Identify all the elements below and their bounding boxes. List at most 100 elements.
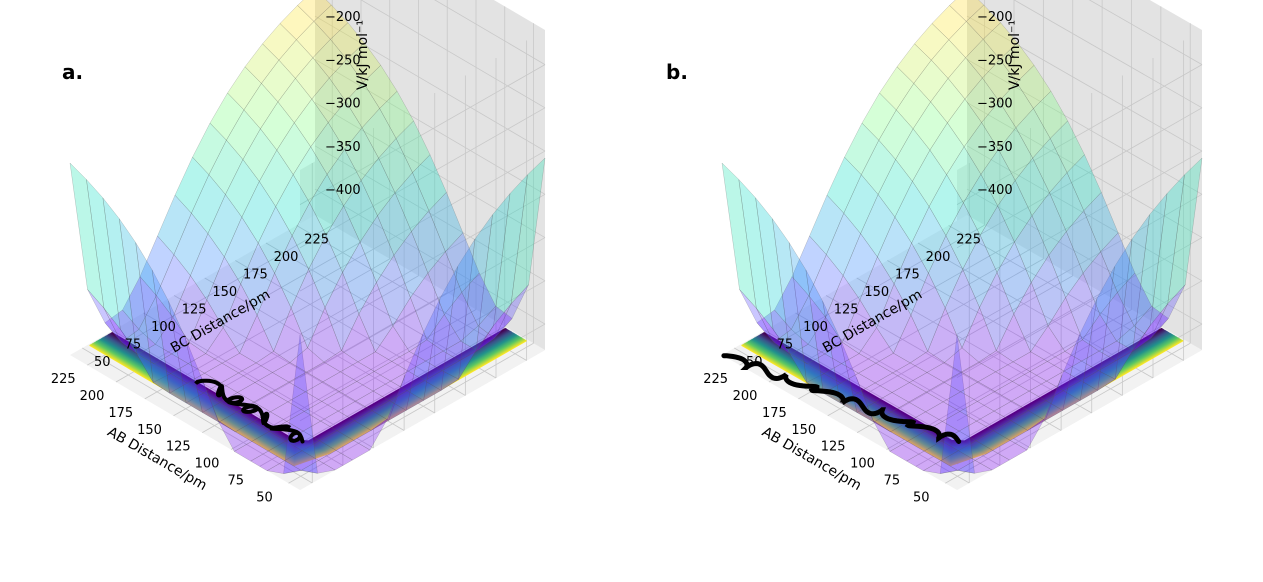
grid-x-floor — [288, 342, 534, 484]
surface-patch — [104, 309, 140, 343]
x-tick-label: 50 — [256, 490, 273, 505]
surface-patch — [1114, 214, 1150, 380]
surface-patch — [1029, 361, 1065, 382]
surface-patch — [977, 371, 1013, 392]
surface-patch — [269, 401, 305, 422]
surface-patch — [173, 212, 209, 277]
surface-patch — [788, 242, 824, 394]
surface-patch — [345, 81, 380, 129]
surface-patch — [266, 460, 302, 474]
surface-patch — [276, 122, 311, 176]
surface-patch — [1066, 154, 1102, 212]
surface-patch — [423, 266, 458, 401]
grid-z-left — [956, 107, 1203, 249]
surface-patch — [256, 272, 292, 352]
surface-patch — [135, 242, 170, 394]
grid-y-floor — [82, 347, 313, 484]
surface-patch — [192, 122, 227, 176]
z-tick-label: −200 — [977, 10, 1013, 25]
surface-patch — [974, 450, 1011, 471]
surface-patch — [378, 137, 413, 194]
grid-z-left — [956, 64, 1203, 205]
surface-patch — [1133, 305, 1169, 339]
surface-patch — [185, 392, 221, 413]
surface-patch — [208, 139, 244, 195]
surface-patch — [1132, 192, 1168, 351]
surface-patch — [493, 174, 528, 327]
contour-level — [93, 337, 524, 462]
z-tick-label: −350 — [977, 140, 1013, 155]
surface-patch — [842, 299, 877, 354]
surface-patch — [756, 309, 792, 343]
surface-patch — [1100, 232, 1136, 293]
surface-patch — [408, 339, 444, 362]
surface-patch — [1066, 210, 1101, 274]
x-tick-label: 100 — [195, 457, 220, 472]
surface-patch — [205, 327, 240, 364]
surface-patch — [120, 329, 156, 355]
surface-patch — [309, 173, 344, 236]
surface-patch — [372, 380, 408, 401]
surface-patch — [893, 314, 929, 364]
surface-patch — [477, 305, 513, 339]
surface-patch — [1049, 120, 1085, 174]
surface-patch — [960, 381, 996, 402]
surface-patch — [428, 191, 464, 253]
surface-patch — [912, 101, 948, 151]
surface-patch — [259, 149, 294, 208]
surface-patch — [1116, 325, 1152, 351]
surface-patch — [1117, 272, 1152, 327]
surface-patch — [138, 295, 174, 345]
panel-label-a: a. — [62, 60, 84, 84]
surface-patch — [217, 419, 253, 452]
grid-z-right — [966, 15, 1203, 152]
surface-patch — [860, 194, 896, 258]
surface-patch — [906, 431, 943, 452]
surface-patch — [772, 218, 807, 383]
surface-patch — [893, 242, 929, 316]
surface-patch — [979, 205, 1015, 273]
surface-patch — [912, 149, 947, 208]
surface-patch — [291, 202, 327, 270]
grid-y-floor — [734, 347, 970, 484]
surface-patch — [137, 344, 173, 365]
surface-patch — [1014, 215, 1050, 283]
z-axis-title: V/kJ mol⁻¹ — [355, 20, 371, 90]
surface-patch — [209, 92, 245, 141]
surface-patch — [1046, 351, 1083, 372]
y-tick-label: 175 — [243, 268, 268, 283]
surface-patch — [204, 362, 240, 384]
z-axis-title: V/kJ mol⁻¹ — [1007, 20, 1023, 90]
trajectory-path — [194, 378, 305, 444]
surface-patch — [877, 159, 913, 218]
surface-patch — [1009, 418, 1045, 451]
surface-patch — [170, 363, 206, 384]
surface-patch — [998, 81, 1034, 129]
surface-patch — [356, 371, 392, 392]
surface-patch — [377, 192, 412, 256]
surface-patch — [1065, 272, 1101, 341]
surface-patch — [87, 289, 122, 343]
surface-patch — [458, 213, 493, 380]
surface-patch — [376, 254, 411, 327]
surface-patch — [251, 431, 287, 452]
surface-patch — [302, 420, 338, 441]
surface-patch — [262, 23, 297, 61]
surface-patch — [928, 174, 964, 237]
x-tick-label: 125 — [166, 440, 191, 455]
panel-a: 50 75 100 125 150 175 200 225 50 75 100 125 150 175 20… — [0, 0, 631, 582]
surface-patch — [322, 371, 358, 392]
surface-patch — [405, 298, 441, 411]
surface-patch — [1014, 157, 1050, 217]
pane-back-right — [315, 0, 545, 350]
surface-patch — [171, 341, 207, 364]
y-tick-label: 175 — [895, 268, 920, 283]
surface-patch — [427, 251, 463, 315]
surface-patch — [346, 42, 382, 83]
surface-patch — [975, 430, 1011, 451]
surface-patch — [896, 43, 932, 84]
surface-patch — [312, 38, 348, 79]
surface-patch — [156, 254, 191, 318]
surface-patch — [336, 420, 372, 441]
surface-patch — [278, 39, 314, 79]
